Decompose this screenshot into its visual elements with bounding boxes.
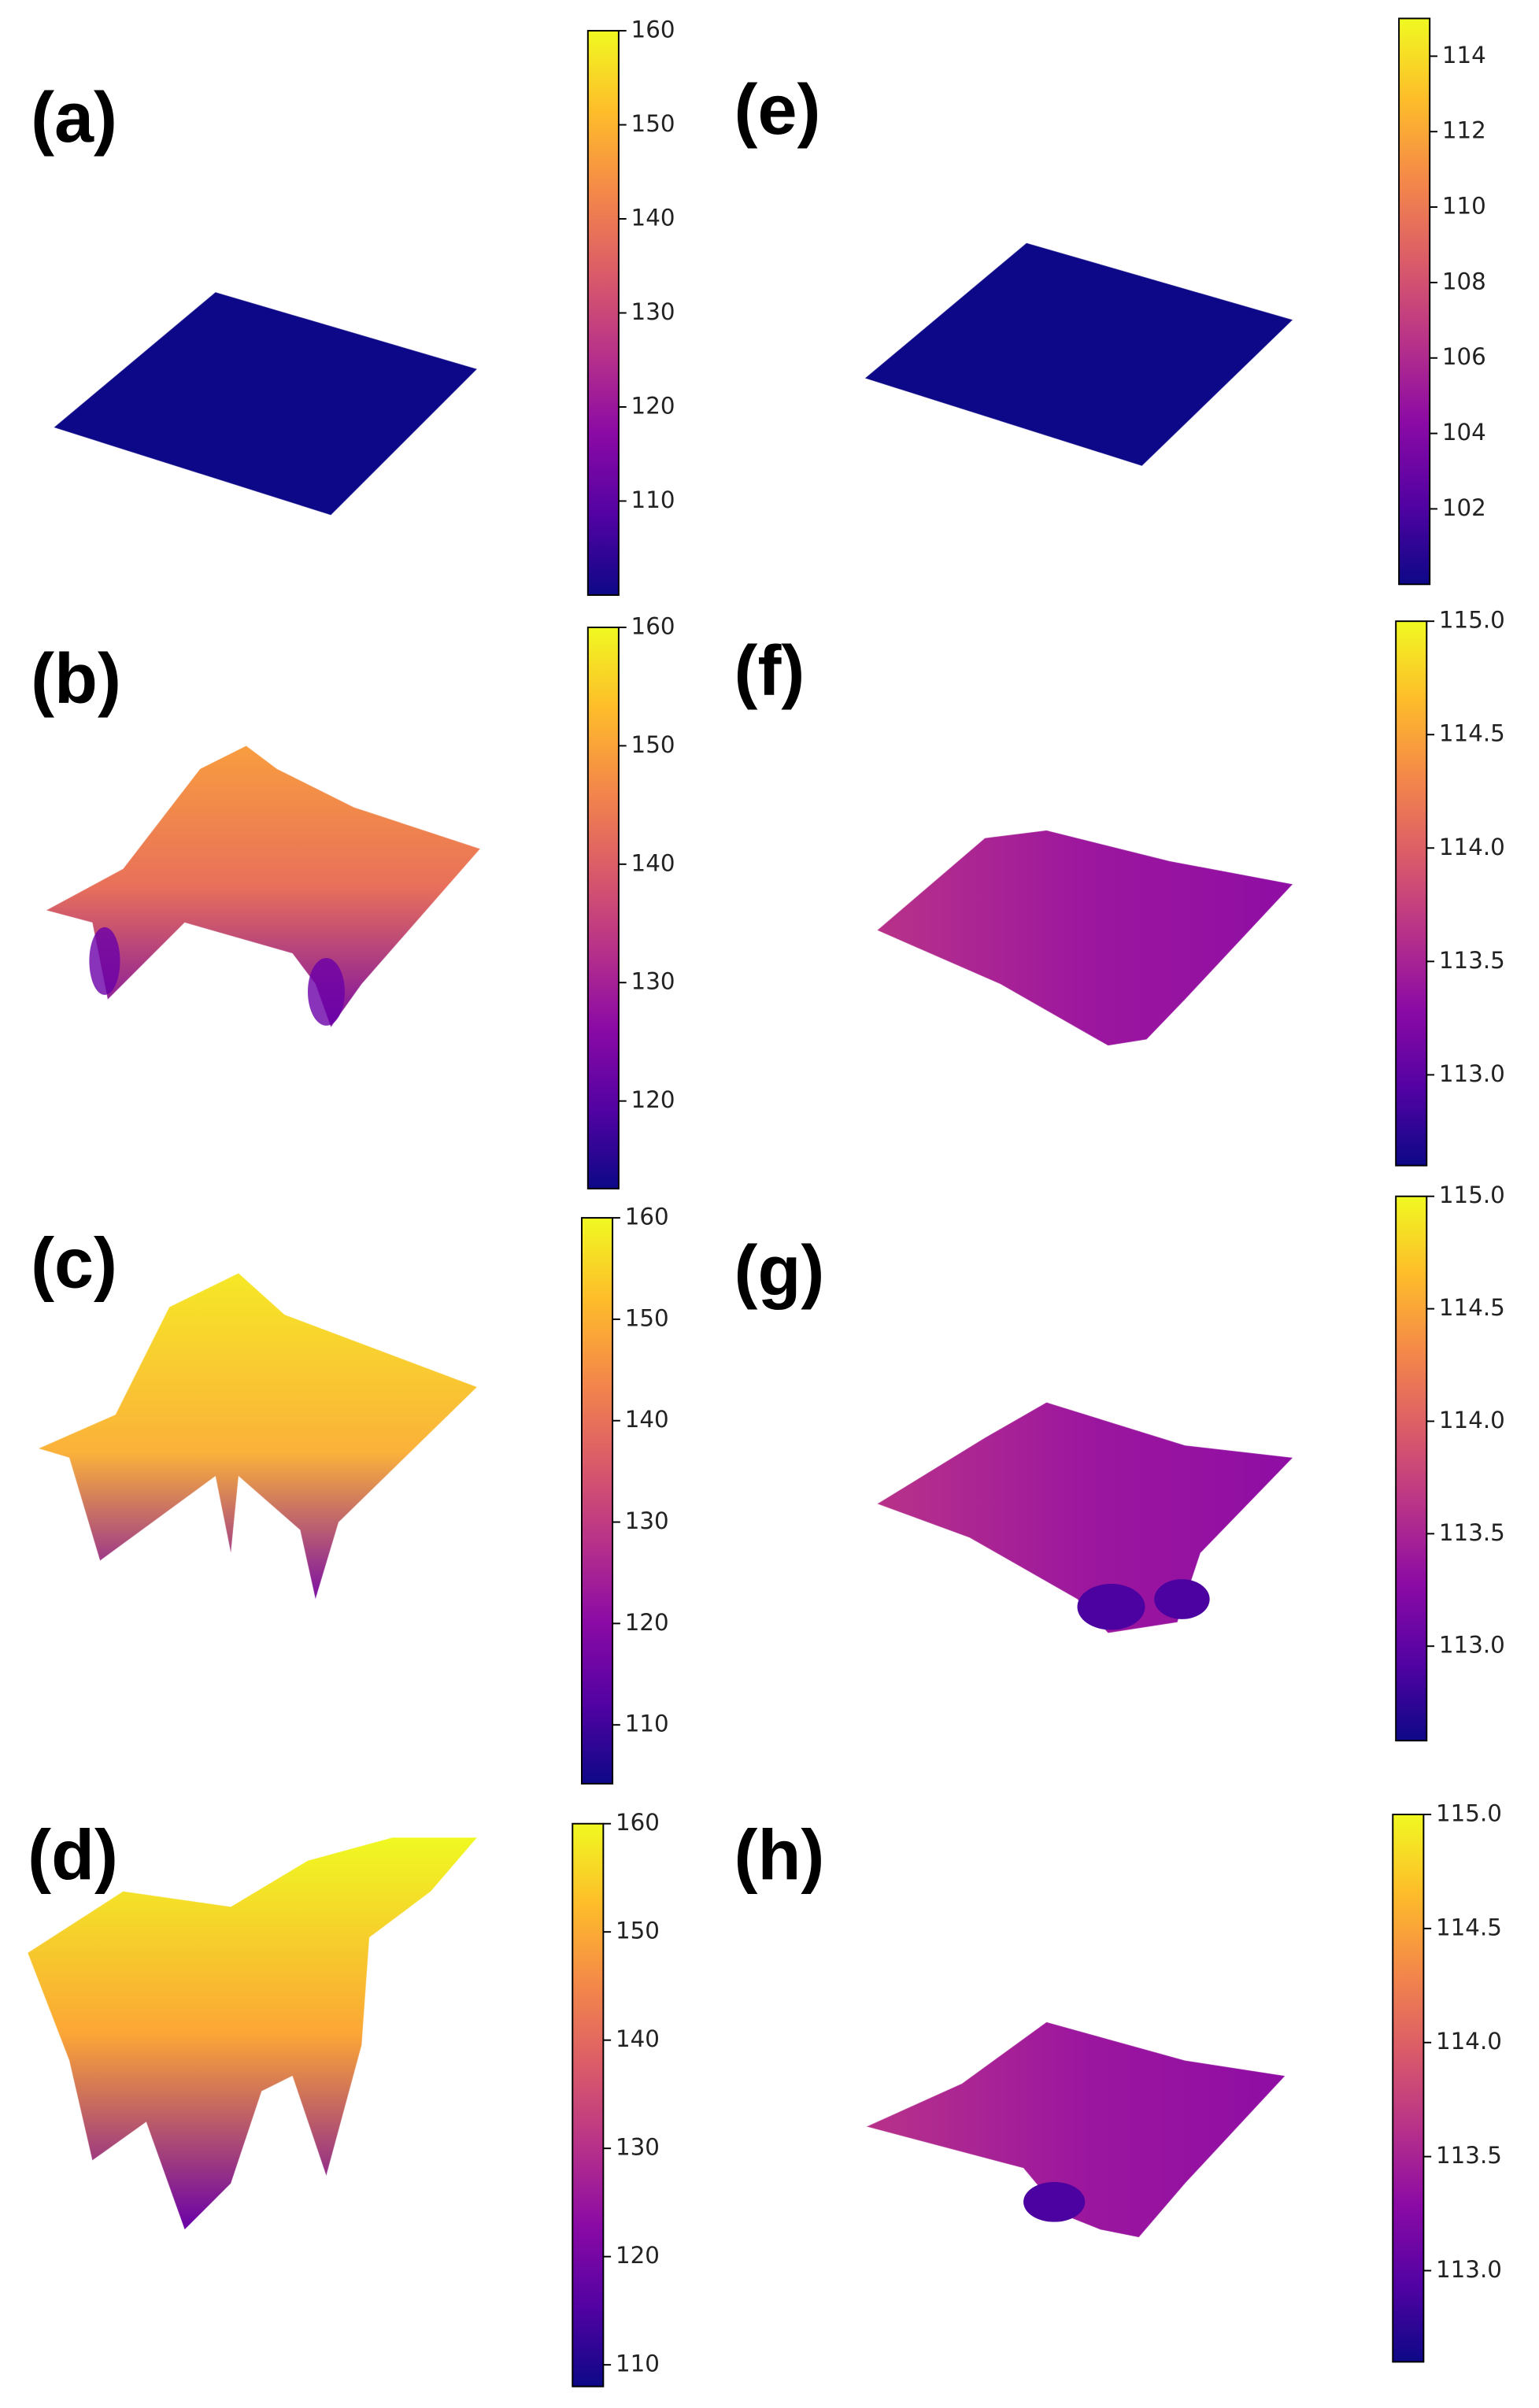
colorbar-tick-label: 160	[625, 1204, 669, 1230]
colorbar-tick-label: 110	[1442, 193, 1486, 220]
colorbar-tick-label: 140	[625, 1406, 669, 1433]
colorbar-tick-label: 114.5	[1436, 1914, 1502, 1940]
colorbar-tick-label: 115.0	[1436, 1800, 1502, 1827]
colorbar-tick-label: 114.5	[1439, 720, 1505, 747]
colorbar	[586, 627, 620, 1189]
surface	[37, 1272, 479, 1601]
colorbar-tick-label: 106	[1442, 343, 1486, 370]
panel-label: (e)	[734, 71, 821, 150]
colorbar	[1392, 1814, 1425, 2363]
colorbar-tick-label: 115.0	[1439, 1182, 1505, 1208]
panel-label: (f)	[734, 632, 805, 711]
colorbar-tick-label: 150	[616, 1918, 660, 1944]
colorbar-tick-label: 113.5	[1439, 1519, 1505, 1546]
colorbar-tick-label: 108	[1442, 268, 1486, 294]
colorbar-tick-label: 150	[631, 731, 675, 758]
panel-label: (a)	[31, 79, 117, 157]
colorbar	[586, 30, 620, 596]
colorbar-tick-label: 130	[625, 1507, 669, 1534]
panel-label: (h)	[734, 1816, 825, 1895]
panel-label: (g)	[734, 1232, 825, 1311]
colorbar	[1395, 620, 1428, 1167]
colorbar-tick-label: 112	[1442, 117, 1486, 144]
colorbar-tick-label: 113.0	[1439, 1060, 1505, 1087]
colorbar	[1398, 17, 1431, 586]
colorbar-tick-label: 130	[631, 968, 675, 995]
colorbar-tick-label: 113.0	[1436, 2256, 1502, 2283]
colorbar-tick-label: 150	[625, 1304, 669, 1331]
colorbar-tick-label: 110	[631, 486, 675, 513]
colorbar-tick-label: 120	[631, 1086, 675, 1113]
colorbar-tick-label: 160	[616, 1809, 660, 1836]
colorbar-tick-label: 140	[631, 849, 675, 876]
colorbar	[581, 1217, 614, 1785]
colorbar-tick-label: 115.0	[1439, 607, 1505, 634]
surface	[876, 830, 1294, 1046]
colorbar-tick-label: 140	[631, 205, 675, 231]
colorbar-tick-label: 114.0	[1436, 2028, 1502, 2055]
surface-dip	[89, 927, 120, 995]
panel-label: (b)	[31, 640, 121, 719]
colorbar-tick-label: 113.5	[1436, 2142, 1502, 2169]
surface-dip	[1077, 1583, 1145, 1630]
colorbar-tick-label: 114.5	[1439, 1294, 1505, 1321]
colorbar-tick-label: 150	[631, 110, 675, 137]
surface	[864, 242, 1294, 467]
colorbar	[572, 1822, 605, 2388]
colorbar-tick-label: 130	[631, 298, 675, 325]
colorbar-tick-label: 102	[1442, 494, 1486, 521]
surface	[45, 745, 481, 1029]
colorbar-tick-label: 113.0	[1439, 1632, 1505, 1659]
surface-dip	[1154, 1579, 1210, 1619]
colorbar	[1395, 1195, 1428, 1742]
colorbar-tick-label: 120	[625, 1609, 669, 1636]
surface-dip	[1023, 2181, 1086, 2222]
panel-label: (d)	[28, 1816, 118, 1895]
surface-dip	[308, 957, 345, 1026]
colorbar-tick-label: 104	[1442, 419, 1486, 446]
surface	[27, 1837, 479, 2231]
colorbar-tick-label: 120	[631, 393, 675, 420]
colorbar-tick-label: 114	[1442, 42, 1486, 68]
colorbar-tick-label: 120	[616, 2242, 660, 2269]
colorbar-tick-label: 110	[625, 1711, 669, 1737]
colorbar-tick-label: 113.5	[1439, 947, 1505, 974]
colorbar-tick-label: 160	[631, 17, 675, 43]
surface	[876, 1401, 1294, 1634]
colorbar-tick-label: 140	[616, 2025, 660, 2052]
panel-label: (c)	[31, 1224, 117, 1303]
colorbar-tick-label: 130	[616, 2134, 660, 2161]
surface	[53, 291, 479, 516]
colorbar-tick-label: 114.0	[1439, 834, 1505, 860]
colorbar-tick-label: 110	[616, 2351, 660, 2377]
colorbar-tick-label: 114.0	[1439, 1407, 1505, 1433]
colorbar-tick-label: 160	[631, 612, 675, 639]
